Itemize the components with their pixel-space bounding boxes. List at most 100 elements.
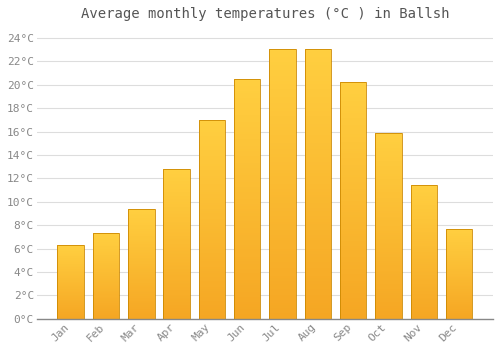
Bar: [128, 312, 154, 313]
Bar: [270, 165, 296, 168]
Bar: [446, 247, 472, 248]
Bar: [164, 272, 190, 274]
Bar: [340, 118, 366, 120]
Bar: [128, 298, 154, 299]
Bar: [446, 252, 472, 253]
Bar: [234, 89, 260, 91]
Bar: [234, 153, 260, 156]
Bar: [304, 227, 331, 230]
Bar: [234, 81, 260, 84]
Bar: [446, 303, 472, 304]
Bar: [375, 168, 402, 170]
Bar: [375, 224, 402, 226]
Bar: [340, 172, 366, 175]
Bar: [93, 305, 120, 306]
Bar: [198, 253, 225, 255]
Bar: [410, 195, 437, 196]
Bar: [93, 311, 120, 312]
Bar: [164, 226, 190, 228]
Bar: [128, 246, 154, 247]
Bar: [128, 223, 154, 224]
Bar: [340, 194, 366, 196]
Bar: [198, 233, 225, 235]
Bar: [234, 170, 260, 173]
Bar: [164, 214, 190, 216]
Bar: [198, 283, 225, 285]
Bar: [93, 302, 120, 303]
Bar: [410, 304, 437, 306]
Bar: [446, 286, 472, 287]
Bar: [164, 302, 190, 304]
Bar: [93, 314, 120, 315]
Bar: [270, 184, 296, 187]
Bar: [340, 165, 366, 168]
Bar: [164, 243, 190, 244]
Bar: [164, 281, 190, 283]
Bar: [340, 83, 366, 85]
Bar: [58, 308, 84, 309]
Bar: [58, 281, 84, 282]
Bar: [270, 178, 296, 181]
Bar: [234, 130, 260, 132]
Bar: [93, 316, 120, 317]
Bar: [446, 243, 472, 244]
Bar: [58, 315, 84, 316]
Bar: [446, 285, 472, 286]
Bar: [198, 174, 225, 176]
Bar: [340, 250, 366, 253]
Bar: [198, 229, 225, 231]
Bar: [304, 130, 331, 132]
Bar: [270, 270, 296, 273]
Bar: [410, 275, 437, 276]
Bar: [340, 198, 366, 201]
Bar: [128, 247, 154, 248]
Bar: [340, 307, 366, 309]
Bar: [128, 297, 154, 298]
Bar: [164, 180, 190, 181]
Bar: [304, 73, 331, 76]
Bar: [375, 185, 402, 187]
Bar: [198, 247, 225, 249]
Bar: [93, 308, 120, 309]
Bar: [340, 106, 366, 108]
Bar: [304, 311, 331, 314]
Bar: [198, 162, 225, 164]
Bar: [58, 283, 84, 284]
Bar: [198, 190, 225, 191]
Bar: [304, 70, 331, 73]
Bar: [198, 154, 225, 156]
Bar: [410, 203, 437, 204]
Bar: [410, 266, 437, 267]
Bar: [446, 241, 472, 242]
Bar: [164, 235, 190, 237]
Bar: [410, 291, 437, 292]
Bar: [410, 204, 437, 205]
Bar: [410, 317, 437, 319]
Bar: [375, 259, 402, 261]
Bar: [58, 268, 84, 269]
Bar: [128, 296, 154, 297]
Bar: [340, 246, 366, 248]
Bar: [340, 295, 366, 298]
Bar: [410, 296, 437, 297]
Bar: [410, 233, 437, 235]
Bar: [164, 196, 190, 197]
Bar: [164, 238, 190, 239]
Bar: [375, 140, 402, 142]
Bar: [375, 190, 402, 192]
Bar: [128, 232, 154, 233]
Bar: [410, 270, 437, 271]
Bar: [340, 156, 366, 158]
Bar: [58, 270, 84, 271]
Bar: [270, 276, 296, 278]
Bar: [128, 222, 154, 223]
Bar: [340, 265, 366, 267]
Bar: [270, 127, 296, 130]
Bar: [164, 245, 190, 247]
Bar: [234, 216, 260, 218]
Bar: [198, 120, 225, 122]
Bar: [58, 305, 84, 306]
Bar: [198, 208, 225, 209]
Bar: [198, 275, 225, 277]
Bar: [198, 148, 225, 150]
